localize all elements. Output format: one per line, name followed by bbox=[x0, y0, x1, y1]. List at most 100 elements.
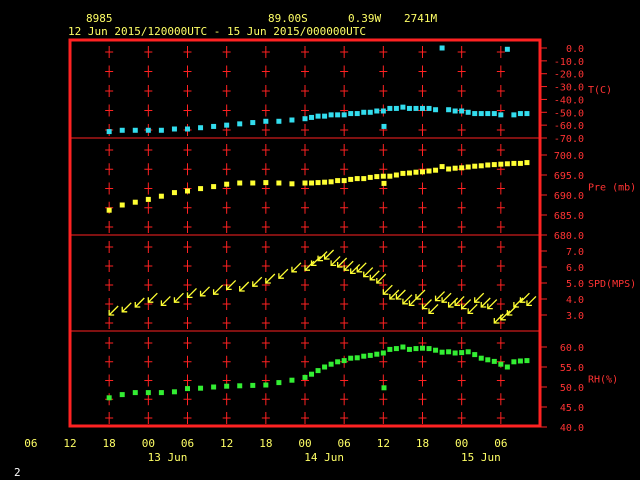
wind-arrow bbox=[291, 262, 302, 273]
wind-arrow bbox=[252, 276, 263, 287]
data-point bbox=[132, 127, 138, 133]
data-point bbox=[132, 390, 138, 396]
data-point bbox=[119, 392, 125, 398]
data-point bbox=[185, 188, 190, 194]
wind-arrow-head bbox=[382, 289, 389, 295]
data-point bbox=[439, 45, 445, 51]
wind-arrow-head bbox=[121, 306, 128, 313]
wind-arrow bbox=[526, 295, 537, 306]
panel-label: RH(%) bbox=[588, 375, 618, 386]
wind-arrow bbox=[441, 292, 452, 303]
data-point bbox=[367, 109, 373, 115]
wind-arrow-head bbox=[402, 298, 408, 305]
wind-arrow bbox=[395, 289, 406, 300]
wind-arrow bbox=[121, 302, 132, 313]
data-point bbox=[413, 105, 419, 111]
wind-arrow-head bbox=[421, 303, 428, 310]
wind-arrow-head bbox=[350, 268, 356, 275]
wind-arrow bbox=[369, 270, 380, 281]
wind-arrow-head bbox=[441, 297, 448, 303]
data-point bbox=[472, 111, 478, 117]
data-point bbox=[374, 174, 380, 180]
data-point bbox=[119, 202, 125, 208]
data-point bbox=[354, 176, 360, 182]
data-point bbox=[106, 207, 112, 213]
wind-arrow-head bbox=[108, 310, 115, 316]
data-point bbox=[465, 164, 471, 170]
data-point bbox=[393, 172, 399, 178]
y-tick-label: 45.0 bbox=[560, 403, 584, 414]
wind-arrow-head bbox=[434, 295, 441, 302]
y-tick-label: 55.0 bbox=[560, 363, 584, 374]
data-point bbox=[185, 126, 190, 132]
data-point bbox=[335, 359, 341, 365]
wind-arrow-head bbox=[173, 297, 180, 303]
wind-arrow bbox=[382, 284, 393, 295]
data-point bbox=[387, 346, 393, 352]
data-point bbox=[498, 361, 504, 367]
data-point bbox=[459, 165, 465, 171]
data-point bbox=[211, 184, 217, 190]
y-tick-label: -30.0 bbox=[554, 83, 584, 94]
wind-arrow-head bbox=[134, 302, 141, 308]
data-point bbox=[276, 180, 282, 186]
data-point bbox=[524, 160, 530, 166]
x-tick-label: 00 bbox=[142, 437, 155, 450]
plot-frame bbox=[68, 38, 542, 428]
wind-arrow bbox=[467, 303, 478, 314]
data-point bbox=[433, 167, 439, 173]
wind-arrow-head bbox=[147, 297, 154, 303]
data-point bbox=[446, 107, 452, 113]
data-point bbox=[158, 390, 164, 396]
wind-arrow-head bbox=[506, 310, 513, 316]
data-point bbox=[381, 123, 387, 129]
data-point bbox=[322, 113, 328, 119]
data-point bbox=[498, 161, 504, 167]
y-tick-label: -10.0 bbox=[554, 57, 584, 68]
wind-arrow bbox=[311, 255, 321, 266]
data-point bbox=[302, 180, 308, 186]
wind-arrow bbox=[363, 267, 374, 278]
data-point bbox=[211, 384, 217, 390]
data-point bbox=[224, 122, 230, 128]
data-point bbox=[426, 168, 432, 174]
data-point bbox=[276, 380, 282, 386]
wind-arrow-head bbox=[395, 294, 402, 300]
wind-arrow bbox=[278, 268, 289, 279]
wind-arrow-head bbox=[291, 266, 297, 273]
wind-arrow-head bbox=[487, 303, 493, 310]
data-point bbox=[132, 199, 138, 205]
x-tick-label: 18 bbox=[103, 437, 116, 450]
data-point bbox=[517, 358, 523, 364]
period-label: 12 Jun 2015/120000UTC - 15 Jun 2015/0000… bbox=[68, 25, 366, 38]
wind-arrow-head bbox=[160, 300, 167, 307]
x-tick-label: 06 bbox=[338, 437, 351, 450]
wind-arrow-head bbox=[199, 290, 206, 297]
wind-arrow bbox=[389, 289, 400, 300]
data-point bbox=[472, 352, 478, 358]
data-point bbox=[485, 357, 491, 363]
wind-arrow bbox=[480, 297, 491, 308]
station-id: 8985 bbox=[86, 12, 113, 25]
data-point bbox=[380, 350, 386, 356]
data-point bbox=[237, 121, 243, 127]
wind-arrow bbox=[500, 310, 511, 321]
wind-arrow bbox=[454, 295, 465, 306]
data-point bbox=[309, 371, 315, 377]
wind-arrow-head bbox=[376, 278, 382, 284]
data-point bbox=[171, 389, 177, 395]
x-tick-label: 00 bbox=[455, 437, 468, 450]
wind-arrow bbox=[487, 299, 498, 310]
wind-arrow bbox=[474, 292, 485, 303]
data-point bbox=[315, 113, 321, 119]
data-point bbox=[381, 180, 387, 186]
y-tick-label: 3.0 bbox=[566, 311, 584, 322]
grid bbox=[70, 46, 540, 424]
data-point bbox=[524, 111, 530, 117]
wind-arrow bbox=[239, 281, 250, 292]
wind-arrow bbox=[415, 289, 426, 300]
wind-arrow bbox=[187, 287, 197, 298]
data-point bbox=[511, 160, 517, 166]
wind-arrow bbox=[108, 305, 119, 316]
